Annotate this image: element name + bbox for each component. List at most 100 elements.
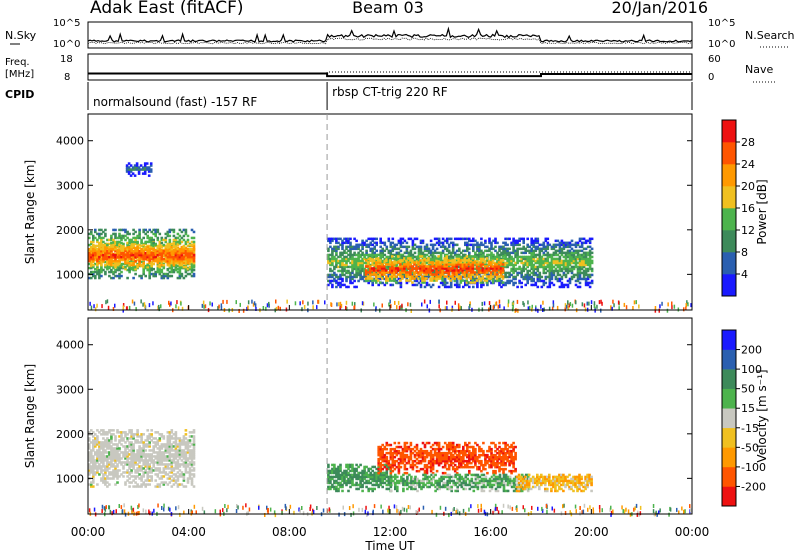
velocity-cell (138, 435, 141, 438)
velocity-cell (178, 455, 182, 458)
frequency-trace (88, 72, 692, 78)
power-cell (146, 234, 149, 238)
power-cell (582, 247, 586, 251)
power-cell (431, 257, 435, 261)
power-cell (457, 261, 460, 264)
power-cell (532, 255, 535, 259)
power-cell (590, 267, 594, 271)
power-cell (612, 299, 614, 304)
velocity-cell (182, 485, 186, 488)
power-cell (164, 253, 168, 257)
velocity-cell (106, 463, 109, 466)
power-cell (158, 249, 162, 253)
power-cell (477, 275, 481, 278)
power-cell (405, 271, 408, 274)
power-cell (455, 281, 459, 285)
power-cell (138, 234, 141, 238)
power-cell (472, 249, 475, 253)
power-cell (550, 271, 554, 275)
power-cell (443, 255, 447, 259)
power-cell (568, 253, 572, 257)
velocity-cell (150, 471, 153, 474)
power-cell (469, 263, 473, 266)
power-cell (560, 241, 564, 245)
power-cell (138, 255, 141, 259)
velocity-cell (98, 465, 101, 468)
power-cell (126, 236, 129, 240)
velocity-cell (180, 455, 184, 458)
power-cell (490, 245, 493, 249)
power-cell (160, 259, 164, 263)
power-cell (538, 263, 542, 267)
power-cell (471, 279, 475, 282)
power-cell (512, 243, 515, 247)
power-cell (100, 236, 103, 240)
power-cell (359, 267, 362, 271)
power-cell (341, 261, 344, 265)
power-cell (568, 257, 572, 261)
colorbar-tick-label: 28 (741, 136, 755, 149)
power-cell (560, 281, 564, 285)
power-cell (376, 279, 380, 282)
power-cell (544, 237, 548, 241)
power-cell (583, 303, 586, 308)
power-cell (127, 162, 131, 165)
power-cell (401, 277, 404, 280)
velocity-cell (182, 455, 186, 458)
power-cell (118, 272, 121, 276)
power-cell (98, 268, 101, 272)
power-cell (548, 267, 552, 271)
power-cell (558, 267, 562, 271)
power-cell (455, 263, 458, 266)
velocity-cell (126, 475, 129, 478)
power-cell (415, 265, 418, 268)
velocity-cell (140, 483, 143, 486)
power-cell (433, 259, 437, 263)
power-cell (96, 265, 99, 269)
velocity-cell (130, 451, 133, 454)
power-cell (570, 265, 574, 269)
power-cell (531, 304, 533, 309)
velocity-cell (90, 455, 93, 458)
velocity-cell (92, 485, 95, 488)
power-cell (180, 240, 184, 244)
power-cell (588, 255, 592, 259)
power-cell (158, 257, 162, 261)
power-cell (572, 267, 576, 271)
power-cell (359, 243, 362, 247)
power-cell (472, 243, 475, 247)
velocity-cell (146, 445, 149, 448)
power-cell (134, 259, 137, 263)
power-cell (399, 249, 403, 253)
power-cell (374, 257, 378, 260)
velocity-cell (110, 455, 113, 458)
power-cell (90, 270, 93, 274)
power-cell (104, 255, 107, 259)
power-cell (397, 259, 401, 263)
power-cell (544, 257, 548, 261)
power-cell (172, 263, 176, 267)
power-cell (586, 259, 590, 263)
power-cell (140, 251, 143, 255)
power-cell (449, 285, 453, 289)
power-cell (180, 301, 182, 306)
power-cell (586, 257, 590, 261)
power-cell (156, 245, 160, 249)
power-cell (94, 258, 97, 262)
power-cell (401, 263, 405, 267)
power-cell (337, 275, 340, 279)
power-cell (333, 237, 336, 241)
velocity-cell (166, 457, 170, 460)
power-cell (335, 257, 338, 261)
power-cell (550, 263, 554, 267)
power-cell (584, 247, 588, 251)
velocity-cell (180, 459, 184, 462)
velocity-cell (88, 443, 91, 446)
power-cell (522, 251, 525, 255)
power-cell (124, 230, 127, 234)
power-cell (168, 247, 172, 251)
power-cell (132, 255, 135, 259)
power-cell (363, 253, 366, 257)
velocity-cell (96, 483, 99, 486)
velocity-cell (108, 463, 111, 466)
